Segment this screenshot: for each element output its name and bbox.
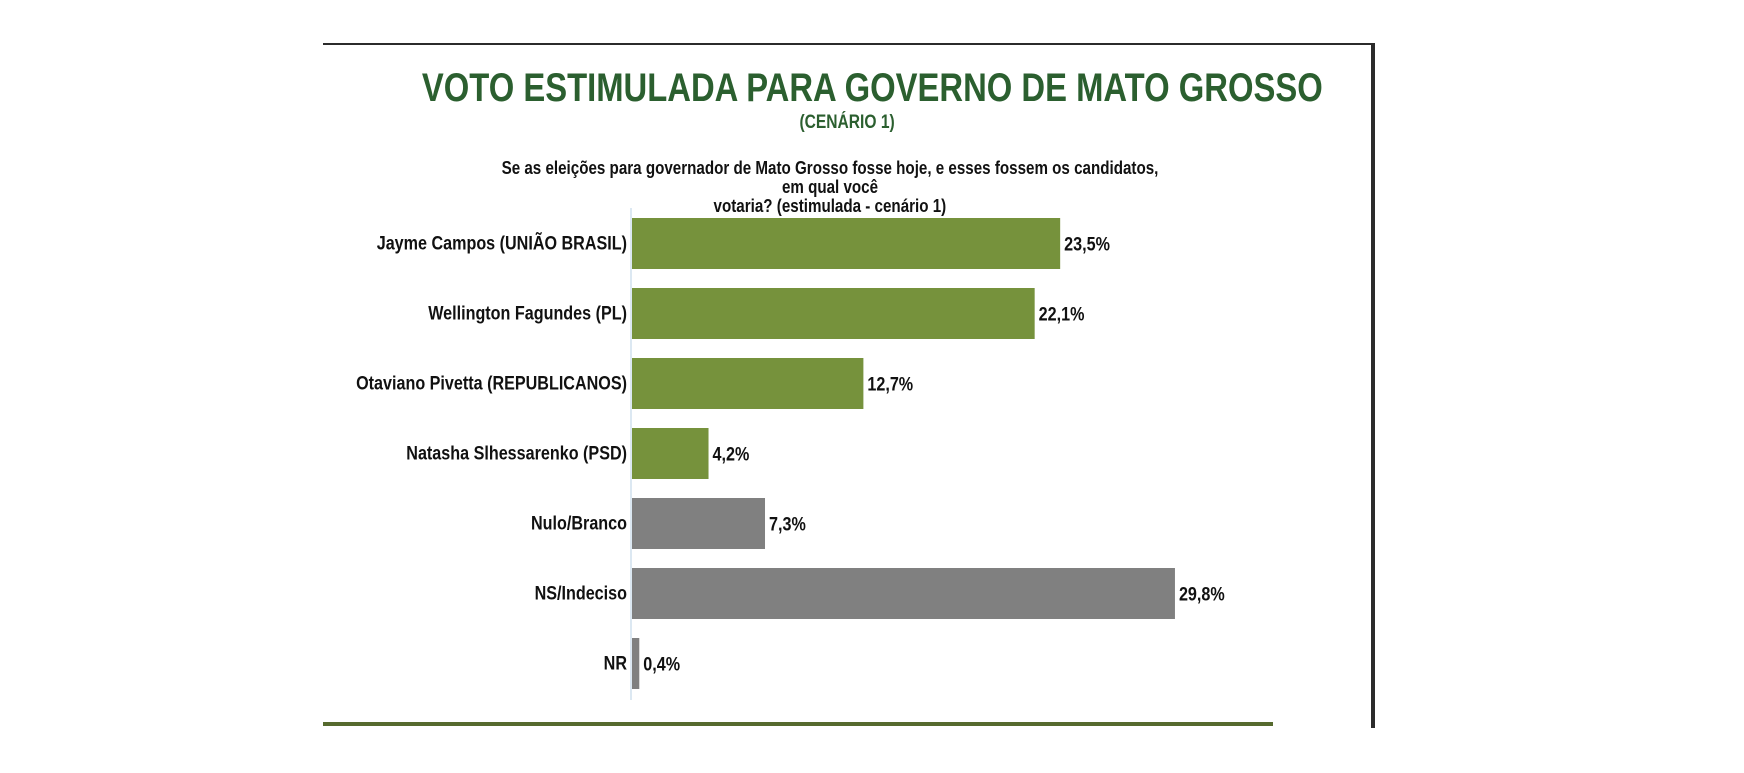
bar-3 xyxy=(632,428,709,479)
data-label-1: 22,1% xyxy=(1039,303,1085,325)
chart-title-text: VOTO ESTIMULADA PARA GOVERNO DE MATO GRO… xyxy=(421,66,1323,110)
data-label-0: 23,5% xyxy=(1064,233,1110,255)
bar-5 xyxy=(632,568,1175,619)
bar-4 xyxy=(632,498,766,549)
frame-right-border xyxy=(1371,43,1375,728)
data-label-5: 29,8% xyxy=(1179,583,1225,605)
category-label-5: NS/Indeciso xyxy=(535,582,628,604)
survey-question: Se as eleições para governador de Mato G… xyxy=(420,158,1240,215)
data-label-3: 4,2% xyxy=(713,443,750,465)
category-label-2: Otaviano Pivetta (REPUBLICANOS) xyxy=(356,372,627,394)
bar-2 xyxy=(632,358,864,409)
data-label-2: 12,7% xyxy=(867,373,913,395)
bar-6 xyxy=(632,638,640,689)
category-label-3: Natasha Slhessarenko (PSD) xyxy=(406,442,627,464)
survey-question-line-1: Se as eleições para governador de Mato G… xyxy=(501,157,1159,197)
data-label-6: 0,4% xyxy=(643,653,680,675)
category-label-0: Jayme Campos (UNIÃO BRASIL) xyxy=(377,231,627,254)
chart-title: VOTO ESTIMULADA PARA GOVERNO DE MATO GRO… xyxy=(323,66,1371,111)
category-label-6: NR xyxy=(604,652,628,674)
frame-bottom-rule xyxy=(323,722,1273,726)
bar-1 xyxy=(632,288,1035,339)
data-label-4: 7,3% xyxy=(769,513,806,535)
category-label-1: Wellington Fagundes (PL) xyxy=(428,302,627,324)
chart-subtitle-text: (CENÁRIO 1) xyxy=(799,112,895,133)
category-label-4: Nulo/Branco xyxy=(531,512,627,534)
bar-0 xyxy=(632,218,1061,269)
survey-question-line-2: votaria? (estimulada - cenário 1) xyxy=(713,195,947,216)
frame-top-border xyxy=(323,43,1373,45)
chart-subtitle: (CENÁRIO 1) xyxy=(323,112,1371,134)
